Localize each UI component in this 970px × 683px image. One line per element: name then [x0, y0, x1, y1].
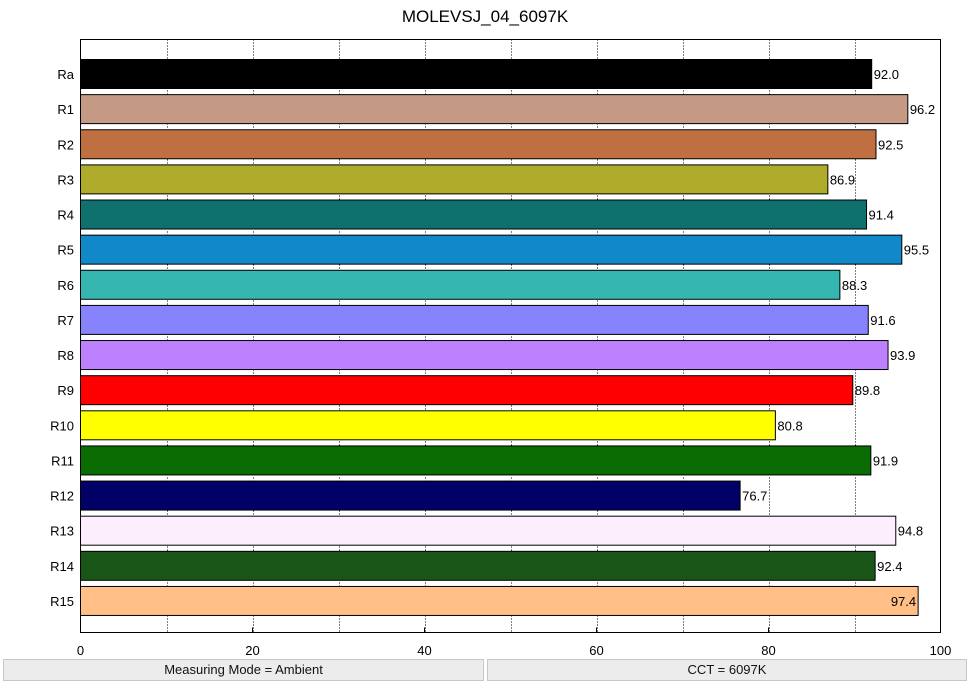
bar-r2: [80, 129, 877, 160]
value-label-r5: 95.5: [904, 243, 929, 258]
value-label-ra: 92.0: [874, 67, 899, 82]
bar-r5: [80, 234, 903, 265]
plot-frame: [80, 39, 941, 633]
bar-r14: [80, 550, 876, 581]
x-tick-label: 60: [589, 643, 603, 658]
value-label-r12: 76.7: [742, 489, 767, 504]
y-tick-label-r3: R3: [57, 172, 74, 187]
value-label-r3: 86.9: [830, 172, 855, 187]
x-tick-labels: 0 20 40 60 80 100: [77, 627, 952, 658]
y-tick-label-r13: R13: [50, 524, 74, 539]
y-tick-label-r8: R8: [57, 348, 74, 363]
y-tick-label-r7: R7: [57, 313, 74, 328]
bar-r7: [80, 304, 869, 335]
bar-r6: [80, 269, 841, 300]
y-tick-label-r1: R1: [57, 102, 74, 117]
y-tick-label-r12: R12: [50, 489, 74, 504]
y-tick-label-r15: R15: [50, 594, 74, 609]
bar-r10: [80, 410, 776, 441]
bar-r9: [80, 375, 854, 406]
x-tick-label: 20: [245, 643, 259, 658]
value-label-r2: 92.5: [878, 137, 903, 152]
y-tick-label-r2: R2: [57, 137, 74, 152]
y-tick-label-ra: Ra: [57, 67, 74, 82]
y-tick-labels: Ra R1 R2 R3 R4 R5 R6 R7 R8 R9 R10 R11 R12 R13 R14 R15: [50, 67, 75, 609]
y-tick-label-r9: R9: [57, 383, 74, 398]
x-tick-label: 100: [930, 643, 952, 658]
value-label-r10: 80.8: [777, 418, 802, 433]
bar-r4: [80, 199, 868, 230]
y-tick-label-r6: R6: [57, 278, 74, 293]
cct-status: CCT = 6097K: [487, 659, 967, 681]
y-tick-label-r10: R10: [50, 418, 74, 433]
value-label-r11: 91.9: [873, 453, 898, 468]
value-label-r9: 89.8: [855, 383, 880, 398]
x-tick-label: 80: [761, 643, 775, 658]
bar-ra: [80, 59, 873, 89]
bar-chart: 92.0 96.2 92.5 86.9 91.4 95.5 88.3 91.6 93.9 89.8…: [50, 39, 952, 658]
bar-r1: [80, 94, 909, 125]
y-tick-label-r14: R14: [50, 559, 74, 574]
chart-title: MOLEVSJ_04_6097K: [401, 7, 569, 26]
value-labels: 92.0 96.2 92.5 86.9 91.4 95.5 88.3 91.6 93.9 89.8…: [742, 67, 935, 609]
bar-r13: [80, 515, 897, 546]
bar-r11: [80, 445, 872, 476]
value-label-r4: 91.4: [869, 208, 894, 223]
measuring-mode-status: Measuring Mode = Ambient: [3, 659, 484, 681]
value-label-r15: 97.4: [891, 594, 916, 609]
value-label-r14: 92.4: [877, 559, 902, 574]
value-label-r8: 93.9: [890, 348, 915, 363]
value-label-r6: 88.3: [842, 278, 867, 293]
x-tick-label: 40: [417, 643, 431, 658]
y-tick-label-r11: R11: [51, 453, 74, 468]
x-tick-label: 0: [77, 643, 84, 658]
value-label-r7: 91.6: [870, 313, 895, 328]
bars: [80, 59, 919, 616]
bar-r12: [80, 480, 741, 511]
value-label-r13: 94.8: [898, 524, 923, 539]
bar-r15: [80, 585, 919, 616]
value-label-r1: 96.2: [910, 102, 935, 117]
y-tick-label-r5: R5: [57, 243, 74, 258]
y-tick-label-r4: R4: [57, 208, 74, 223]
bar-r8: [80, 340, 889, 371]
bar-r3: [80, 164, 829, 195]
